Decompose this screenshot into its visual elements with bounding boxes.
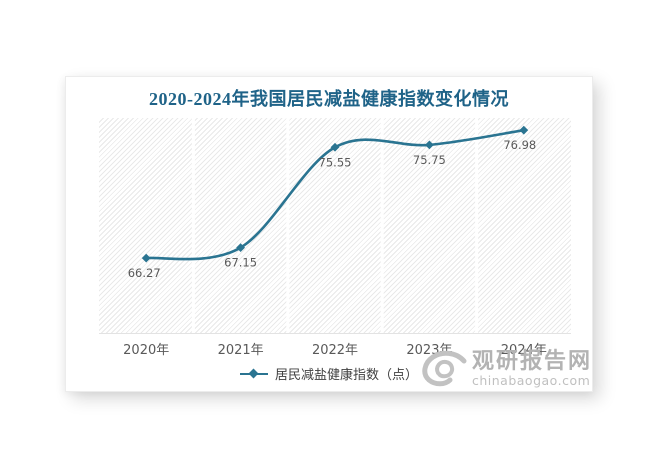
data-point-marker <box>141 253 151 263</box>
x-axis-label: 2021年 <box>217 343 264 358</box>
x-axis-label: 2023年 <box>406 343 453 358</box>
plot-area: 66.27 67.15 75.55 75.75 76.98 <box>99 118 571 334</box>
data-point-label: 67.15 <box>224 256 257 270</box>
legend: 居民减盐健康指数（点） <box>66 364 592 383</box>
series-line <box>146 128 524 261</box>
data-point-marker <box>425 140 434 150</box>
chart-title: 2020-2024年我国居民减盐健康指数变化情况 <box>149 89 509 109</box>
data-point-label: 75.75 <box>413 153 446 167</box>
x-axis-label: 2022年 <box>311 343 359 358</box>
data-point-label: 76.98 <box>503 138 536 152</box>
data-point-marker <box>236 243 245 252</box>
legend-line-diamond-icon <box>239 368 268 379</box>
line-chart-canvas: 66.27 67.15 75.55 75.75 76.98 <box>128 118 536 333</box>
x-axis-label: 2020年 <box>123 343 170 358</box>
data-point-label: 75.55 <box>319 155 352 169</box>
data-point-marker <box>519 125 529 135</box>
legend-label: 居民减盐健康指数（点） <box>274 368 418 383</box>
chart-card: 2020-2024年我国居民减盐健康指数变化情况 66.27 67.15 75.55… <box>65 76 593 392</box>
data-point-label: 66.27 <box>128 266 161 280</box>
x-axis: 2020年 2021年 2022年 2023年 2024年 <box>99 339 571 358</box>
x-axis-label: 2024年 <box>500 343 547 358</box>
